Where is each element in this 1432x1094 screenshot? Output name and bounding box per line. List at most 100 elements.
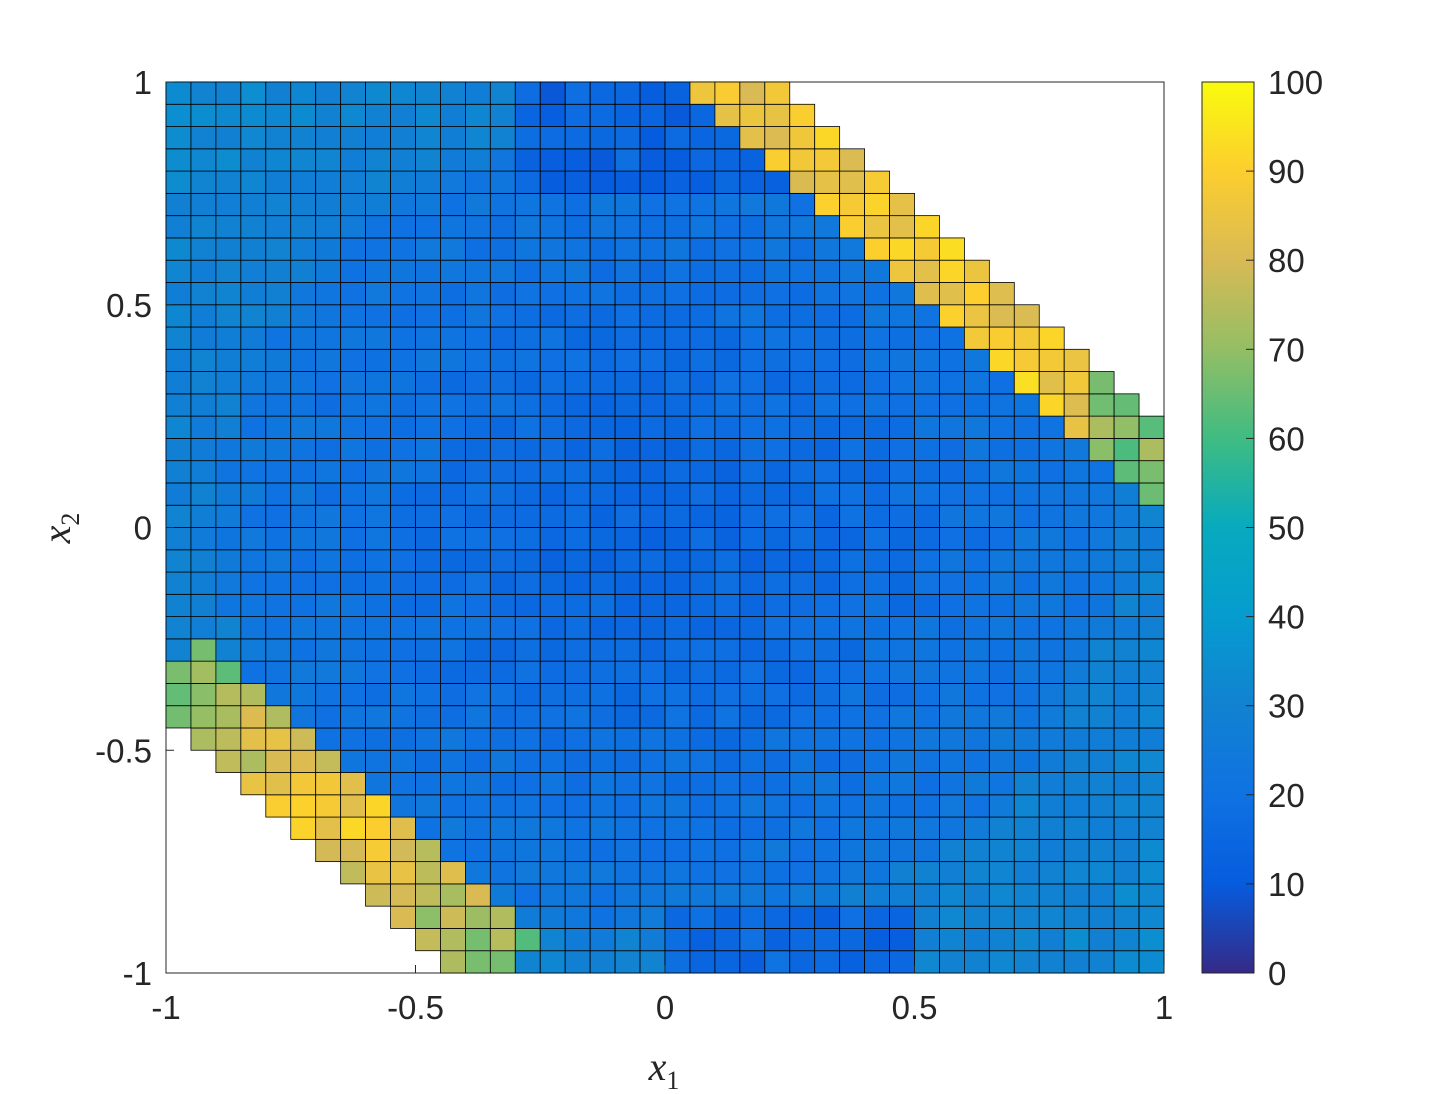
heatmap-cell bbox=[265, 304, 292, 328]
heatmap-cell bbox=[464, 148, 491, 172]
heatmap-cell bbox=[340, 304, 366, 328]
heatmap-cell bbox=[190, 103, 217, 127]
heatmap-cell bbox=[664, 460, 691, 484]
heatmap-cell bbox=[739, 749, 766, 773]
heatmap-cell bbox=[315, 371, 342, 395]
heatmap-cell bbox=[514, 683, 541, 707]
heatmap-cell bbox=[440, 571, 466, 595]
heatmap-cell bbox=[639, 148, 666, 172]
heatmap-cell bbox=[489, 326, 516, 350]
heatmap-cell bbox=[689, 928, 716, 952]
heatmap-cell bbox=[814, 593, 841, 618]
heatmap-cell bbox=[789, 282, 816, 306]
heatmap-cell bbox=[839, 215, 866, 239]
heatmap-cell bbox=[315, 326, 342, 350]
heatmap-cell bbox=[440, 371, 466, 395]
heatmap-cell bbox=[814, 683, 841, 707]
heatmap-cell bbox=[1038, 482, 1065, 506]
heatmap-cell bbox=[589, 772, 616, 796]
heatmap-cell bbox=[1088, 905, 1115, 929]
heatmap-cell bbox=[1138, 638, 1165, 662]
heatmap-cell bbox=[215, 749, 242, 773]
heatmap-cell bbox=[290, 415, 317, 439]
heatmap-cell bbox=[464, 905, 491, 929]
heatmap-cell bbox=[714, 593, 741, 618]
heatmap-cell bbox=[440, 883, 466, 907]
heatmap-cell bbox=[714, 371, 741, 395]
heatmap-cell bbox=[1088, 638, 1115, 662]
heatmap-cell bbox=[1013, 326, 1040, 350]
heatmap-cell bbox=[1013, 371, 1040, 395]
heatmap-cell bbox=[1063, 348, 1090, 372]
heatmap-cell bbox=[290, 437, 317, 462]
heatmap-cell bbox=[365, 393, 391, 417]
heatmap-cell bbox=[639, 504, 666, 528]
heatmap-cell bbox=[415, 883, 441, 907]
heatmap-cell bbox=[988, 527, 1015, 551]
heatmap-cell bbox=[1013, 727, 1040, 751]
heatmap-cell bbox=[165, 103, 192, 127]
heatmap-cell bbox=[964, 660, 990, 684]
heatmap-cell bbox=[614, 126, 641, 150]
heatmap-cell bbox=[814, 705, 841, 729]
heatmap-cell bbox=[415, 415, 441, 439]
heatmap-cell bbox=[739, 415, 766, 439]
heatmap-cell bbox=[190, 348, 217, 372]
heatmap-cell bbox=[440, 794, 466, 818]
heatmap-cell bbox=[464, 638, 491, 662]
heatmap-cell bbox=[1013, 950, 1040, 974]
y-tick-label: -0.5 bbox=[95, 732, 152, 769]
heatmap-cell bbox=[814, 727, 841, 751]
heatmap-cell bbox=[215, 415, 242, 439]
heatmap-cell bbox=[764, 415, 791, 439]
heatmap-cell bbox=[689, 794, 716, 818]
heatmap-cell bbox=[440, 148, 466, 172]
heatmap-cell bbox=[290, 683, 317, 707]
heatmap-cell bbox=[589, 348, 616, 372]
heatmap-cell bbox=[190, 504, 217, 528]
heatmap-cell bbox=[764, 215, 791, 239]
heatmap-cell bbox=[265, 148, 292, 172]
heatmap-cell bbox=[714, 549, 741, 573]
heatmap-cell bbox=[340, 192, 366, 217]
heatmap-cell bbox=[514, 593, 541, 618]
heatmap-cell bbox=[614, 103, 641, 127]
heatmap-cell bbox=[365, 593, 391, 618]
heatmap-cell bbox=[1013, 683, 1040, 707]
heatmap-cell bbox=[390, 282, 416, 306]
heatmap-cell bbox=[390, 304, 416, 328]
heatmap-cell bbox=[290, 237, 317, 261]
heatmap-cell bbox=[639, 237, 666, 261]
heatmap-cell bbox=[489, 415, 516, 439]
y-tick-label: 0 bbox=[134, 510, 152, 547]
heatmap-cell bbox=[639, 460, 666, 484]
heatmap-cell bbox=[839, 593, 866, 618]
heatmap-cell bbox=[614, 237, 641, 261]
colorbar-tick-label: 40 bbox=[1268, 599, 1305, 636]
heatmap-cell bbox=[789, 304, 816, 328]
heatmap-cell bbox=[514, 527, 541, 551]
heatmap-cell bbox=[564, 437, 591, 462]
heatmap-cell bbox=[589, 81, 616, 105]
heatmap-cell bbox=[914, 950, 940, 974]
heatmap-cell bbox=[1088, 660, 1115, 684]
heatmap-cell bbox=[739, 237, 766, 261]
heatmap-cell bbox=[315, 81, 342, 105]
heatmap-cell bbox=[664, 192, 691, 217]
heatmap-cell bbox=[440, 437, 466, 462]
heatmap-cell bbox=[464, 482, 491, 506]
heatmap-cell bbox=[564, 861, 591, 885]
heatmap-cell bbox=[1013, 304, 1040, 328]
heatmap-cell bbox=[489, 549, 516, 573]
heatmap-cell bbox=[939, 527, 965, 551]
heatmap-cell bbox=[415, 437, 441, 462]
heatmap-cell bbox=[939, 861, 965, 885]
heatmap-cell bbox=[839, 348, 866, 372]
heatmap-cell bbox=[839, 928, 866, 952]
heatmap-cell bbox=[265, 126, 292, 150]
heatmap-cell bbox=[564, 126, 591, 150]
heatmap-cell bbox=[789, 571, 816, 595]
heatmap-cell bbox=[514, 482, 541, 506]
heatmap-cell bbox=[889, 326, 915, 350]
heatmap-cell bbox=[739, 727, 766, 751]
